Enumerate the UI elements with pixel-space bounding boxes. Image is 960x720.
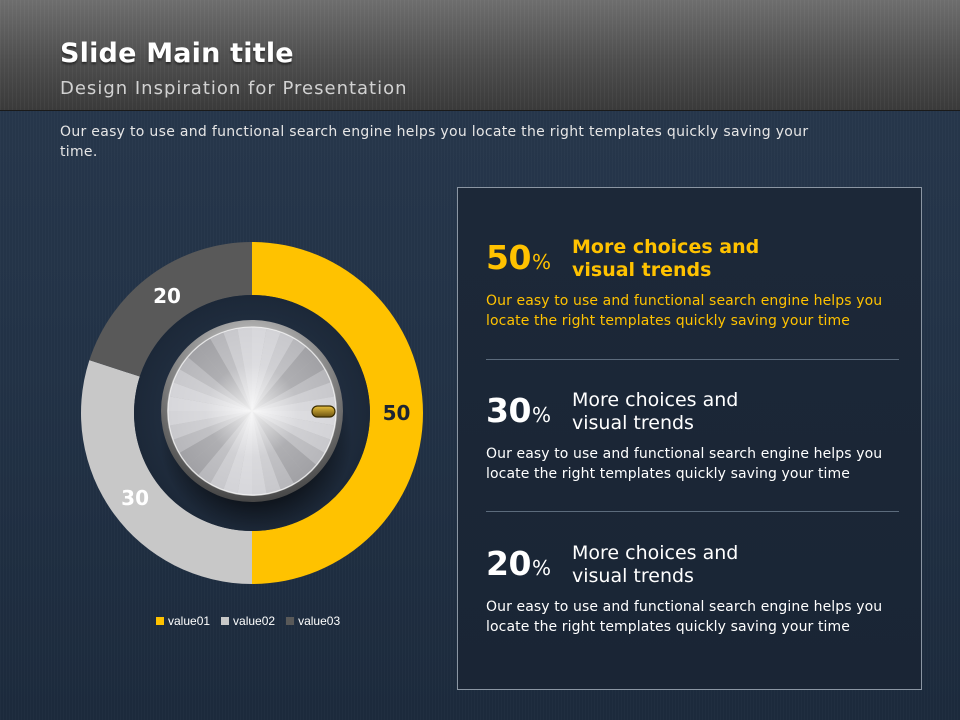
donut-slice-value03 [89,242,252,377]
stat-description-line: Our easy to use and functional search en… [486,599,883,615]
donut-slice-value01 [252,242,423,584]
stat-percent-number: 20 [486,544,531,583]
stat-description-line: Our easy to use and functional search en… [486,293,883,309]
stat-description-line: locate the right templates quickly savin… [486,313,850,329]
legend-item-value01: value01 [156,614,210,628]
stat-percent: 30 % [486,389,572,430]
stat-heading-line: More choices and [572,542,739,564]
donut-slice-value02 [80,360,252,584]
slide-subtitle: Design Inspiration for Presentation [60,78,408,99]
stat-heading-line: visual trends [572,565,694,587]
legend-label: value03 [298,614,341,628]
donut-arcs [80,242,423,584]
stat-block-1: 50 % More choices and visual trends Our … [486,236,906,331]
stat-divider [486,359,899,360]
stat-heading-line: More choices and [572,389,739,411]
data-label-value01: 50 [383,401,411,425]
stat-description-line: Our easy to use and functional search en… [486,446,883,462]
data-label-value02: 30 [121,486,149,510]
stat-description: Our easy to use and functional search en… [486,444,906,484]
legend-label: value01 [168,614,211,628]
stat-percent-sign: % [531,556,551,580]
legend-label: value02 [233,614,276,628]
knob-icon [160,320,352,532]
stat-description-line: locate the right templates quickly savin… [486,619,850,635]
stat-percent-number: 30 [486,391,531,430]
donut-labels: 50 30 20 [121,284,410,510]
legend-swatch [286,617,295,625]
intro-text: Our easy to use and functional search en… [60,124,809,160]
legend-item-value02: value02 [221,614,275,628]
stats-panel: 50 % More choices and visual trends Our … [457,187,922,690]
stat-block-3: 20 % More choices and visual trends Our … [486,542,906,637]
data-label-value03: 20 [153,284,181,308]
legend-swatch [221,617,230,625]
stat-percent-sign: % [531,403,551,427]
stat-percent: 20 % [486,542,572,583]
stat-divider [486,511,899,512]
chart-legend: value01 value02 value03 [156,614,340,628]
stat-heading: More choices and visual trends [572,542,738,588]
legend-item-value03: value03 [286,614,340,628]
slide-header: Slide Main title Design Inspiration for … [0,0,960,111]
slide-title: Slide Main title [60,38,294,69]
stat-description: Our easy to use and functional search en… [486,597,906,637]
stat-block-2: 30 % More choices and visual trends Our … [486,389,906,484]
stat-heading-line: visual trends [572,412,694,434]
stat-heading: More choices and visual trends [572,236,759,282]
stat-percent-sign: % [531,250,551,274]
stat-description-line: locate the right templates quickly savin… [486,466,850,482]
stat-percent: 50 % [486,236,572,277]
stat-heading-line: More choices and [572,236,760,258]
stat-description: Our easy to use and functional search en… [486,291,906,331]
stat-heading-line: visual trends [572,259,712,281]
legend-swatch [156,617,164,625]
stat-heading: More choices and visual trends [572,389,738,435]
stat-percent-number: 50 [486,238,531,277]
